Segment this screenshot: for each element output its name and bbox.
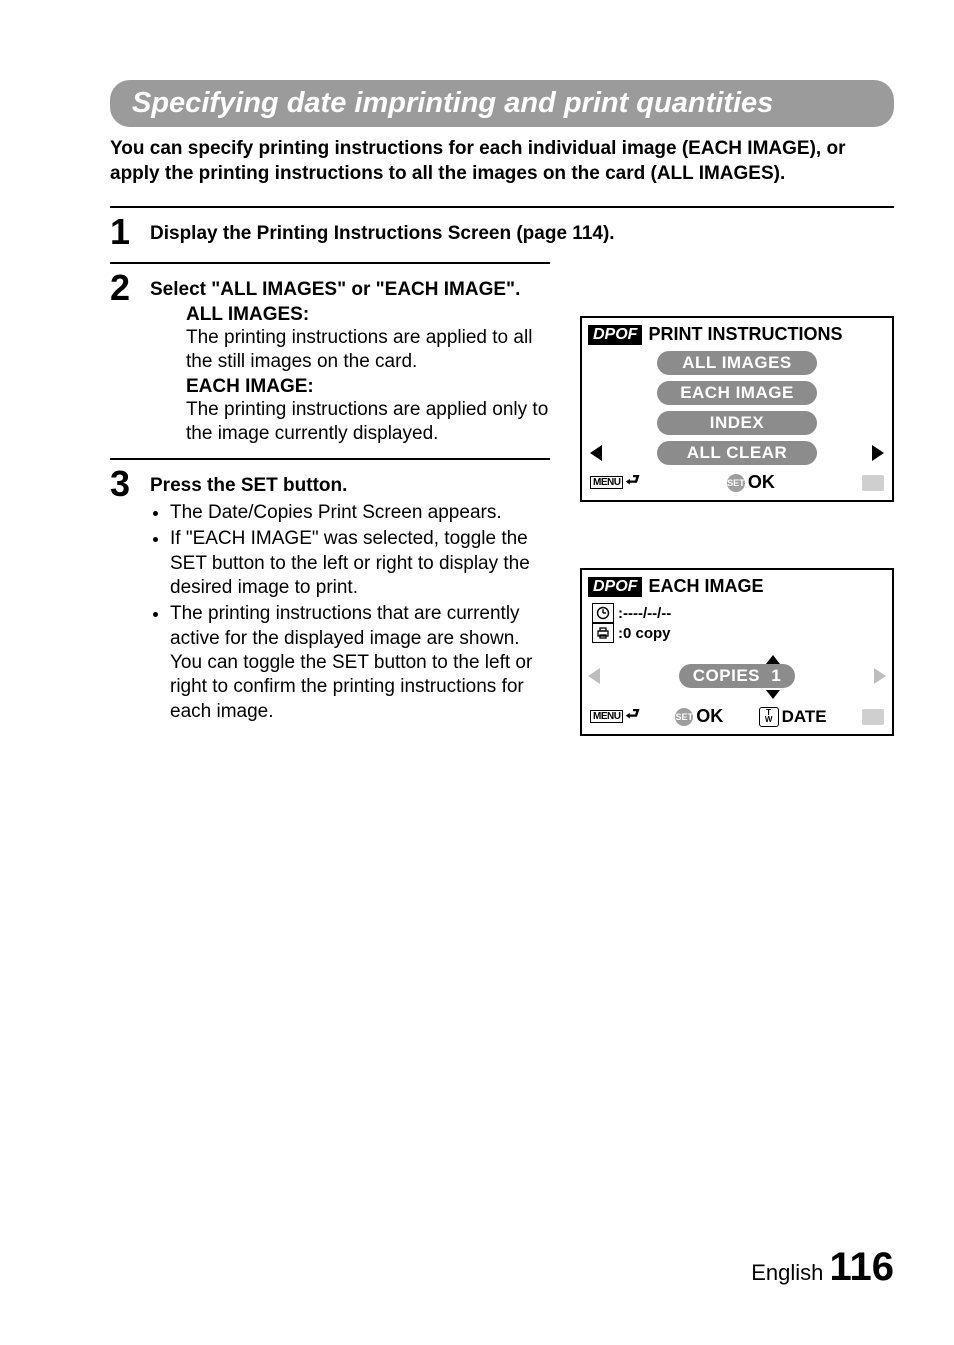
copies-up-icon[interactable] bbox=[766, 655, 780, 664]
set-icon: SET bbox=[727, 474, 745, 492]
date-button[interactable]: TW DATE bbox=[759, 707, 827, 727]
nav-left-icon[interactable] bbox=[590, 445, 602, 461]
menu-item-all-images[interactable]: ALL IMAGES bbox=[657, 351, 817, 375]
date-value: :----/--/-- bbox=[618, 605, 671, 622]
screen2-title: EACH IMAGE bbox=[648, 576, 763, 597]
dpof-badge: DPOF bbox=[588, 325, 642, 345]
return-arrow-icon-2: ⮐ bbox=[625, 703, 639, 730]
each-image-label: EACH IMAGE: bbox=[186, 376, 550, 398]
set-ok-button[interactable]: SET OK bbox=[727, 472, 775, 493]
each-image-text: The printing instructions are applied on… bbox=[186, 398, 550, 447]
step-2: 2 Select "ALL IMAGES" or "EACH IMAGE". A… bbox=[110, 262, 550, 446]
tw-zoom-icon: TW bbox=[759, 707, 779, 727]
date-label: DATE bbox=[782, 707, 827, 727]
step-3-bullets: The Date/Copies Print Screen appears. If… bbox=[152, 501, 550, 724]
placeholder-icon bbox=[862, 475, 884, 491]
menu-back-icon-2[interactable]: MENU ⮐ bbox=[590, 703, 640, 730]
copies-number: 1 bbox=[771, 666, 781, 685]
nav-right-icon[interactable] bbox=[872, 445, 884, 461]
step-1: 1 Display the Printing Instructions Scre… bbox=[110, 206, 894, 250]
intro-paragraph: You can specify printing instructions fo… bbox=[110, 137, 894, 186]
ok-label: OK bbox=[748, 472, 775, 493]
menu-item-each-image[interactable]: EACH IMAGE bbox=[657, 381, 817, 405]
clock-icon bbox=[592, 603, 614, 623]
nav-left-icon-2[interactable] bbox=[588, 668, 600, 684]
printer-icon bbox=[592, 623, 614, 643]
menu-item-index[interactable]: INDEX bbox=[657, 411, 817, 435]
step-3-bullet-2: If "EACH IMAGE" was selected, toggle the… bbox=[170, 527, 550, 600]
copies-label: COPIES bbox=[693, 666, 760, 685]
section-title-bar: Specifying date imprinting and print qua… bbox=[110, 80, 894, 127]
set-ok-button-2[interactable]: SET OK bbox=[675, 706, 723, 727]
set-icon-2: SET bbox=[675, 708, 693, 726]
step-3-number: 3 bbox=[110, 466, 150, 502]
step-3-bullet-3: The printing instructions that are curre… bbox=[170, 602, 550, 724]
ok-label-2: OK bbox=[696, 706, 723, 727]
footer-page-number: 116 bbox=[829, 1245, 894, 1289]
step-2-heading: Select "ALL IMAGES" or "EACH IMAGE". bbox=[150, 278, 550, 303]
section-title: Specifying date imprinting and print qua… bbox=[132, 87, 872, 120]
menu-label-2: MENU bbox=[590, 710, 623, 723]
step-1-number: 1 bbox=[110, 214, 150, 250]
print-instructions-screen: DPOF PRINT INSTRUCTIONS ALL IMAGES EACH … bbox=[580, 316, 894, 502]
copy-value: :0 copy bbox=[618, 625, 671, 642]
return-arrow-icon: ⮐ bbox=[625, 469, 639, 496]
footer-language: English bbox=[751, 1260, 823, 1285]
menu-label: MENU bbox=[590, 476, 623, 489]
menu-back-icon[interactable]: MENU ⮐ bbox=[590, 469, 640, 496]
step-2-number: 2 bbox=[110, 270, 150, 306]
all-images-text: The printing instructions are applied to… bbox=[186, 326, 550, 375]
all-images-label: ALL IMAGES: bbox=[186, 304, 550, 326]
step-3-heading: Press the SET button. bbox=[150, 474, 550, 499]
step-3-bullet-1: The Date/Copies Print Screen appears. bbox=[170, 501, 550, 525]
nav-right-icon-2[interactable] bbox=[874, 668, 886, 684]
page-footer: English 116 bbox=[751, 1245, 894, 1290]
step-3: 3 Press the SET button. The Date/Copies … bbox=[110, 458, 550, 726]
copy-row: :0 copy bbox=[592, 623, 886, 643]
each-image-screen: DPOF EACH IMAGE :----/--/-- :0 copy bbox=[580, 568, 894, 736]
date-row: :----/--/-- bbox=[592, 603, 886, 623]
copies-down-icon[interactable] bbox=[766, 690, 780, 699]
copies-pill[interactable]: COPIES 1 bbox=[679, 664, 795, 688]
screen1-title: PRINT INSTRUCTIONS bbox=[648, 324, 842, 345]
menu-item-all-clear[interactable]: ALL CLEAR bbox=[657, 441, 817, 465]
placeholder-icon-2 bbox=[862, 709, 884, 725]
dpof-badge-2: DPOF bbox=[588, 577, 642, 597]
step-1-heading: Display the Printing Instructions Screen… bbox=[150, 222, 894, 247]
